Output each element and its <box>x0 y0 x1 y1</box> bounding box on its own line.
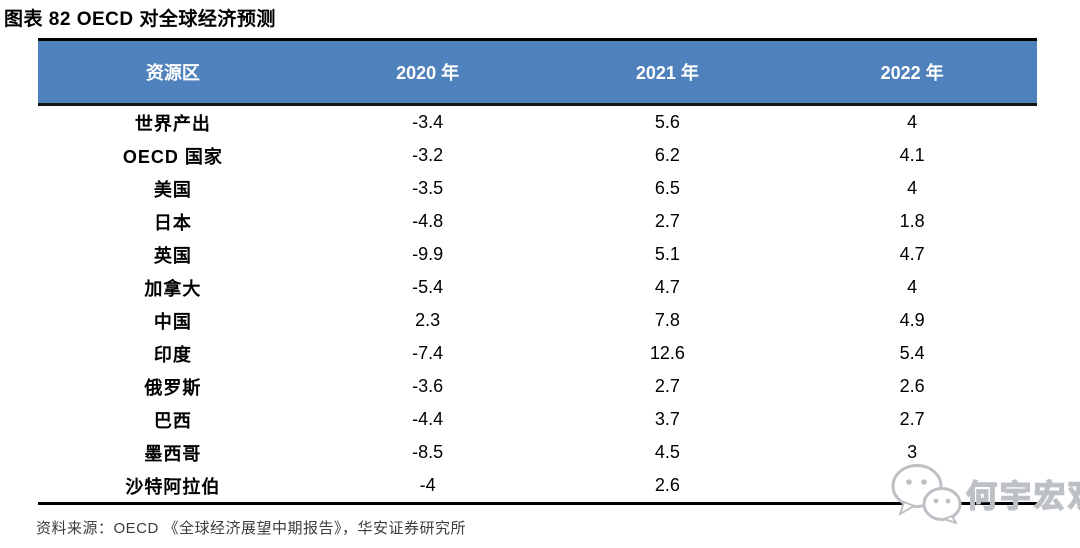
value-cell: 5.4 <box>899 343 925 363</box>
table-row: 墨西哥 -8.5 4.5 3 <box>38 436 1037 469</box>
value-cell: 4.5 <box>654 442 680 462</box>
table-header-row: 资源区 2020 年 2021 年 2022 年 <box>38 38 1037 106</box>
value-cell: -4.4 <box>412 409 444 429</box>
value-cell: 4.9 <box>899 310 925 330</box>
table-row: 世界产出 -3.4 5.6 4 <box>38 106 1037 139</box>
value-cell: -5.4 <box>412 277 444 297</box>
value-cell: 4 <box>907 112 918 132</box>
watermark-text: 何宇宏观 <box>965 478 1080 515</box>
table-body: 世界产出 -3.4 5.6 4 OECD 国家 -3.2 6.2 4.1 美国 -3.5 6.5 4 日… <box>38 106 1037 502</box>
column-header-2020: 2020 年 <box>396 63 460 83</box>
table-row: OECD 国家 -3.2 6.2 4.1 <box>38 139 1037 172</box>
table-row: 日本 -4.8 2.7 1.8 <box>38 205 1037 238</box>
table-row: 沙特阿拉伯-42.63.9 <box>38 469 1037 502</box>
value-cell: 3.7 <box>654 409 680 429</box>
value-cell: -3.6 <box>412 376 444 396</box>
value-cell: 2.6 <box>654 475 680 495</box>
value-cell: 4 <box>907 277 918 297</box>
value-cell: -3.4 <box>412 112 444 132</box>
table-row: 加拿大 -5.4 4.7 4 <box>38 271 1037 304</box>
value-cell: 1.8 <box>899 211 925 231</box>
value-cell: 5.6 <box>654 112 680 132</box>
value-cell: 6.5 <box>654 178 680 198</box>
value-cell: 2.6 <box>899 376 925 396</box>
forecast-table: 资源区 2020 年 2021 年 2022 年 世界产出 -3.4 5.6 4 OEC… <box>38 38 1037 505</box>
value-cell: 7.8 <box>654 310 680 330</box>
value-cell: 12.6 <box>649 343 685 363</box>
table-row: 美国 -3.5 6.5 4 <box>38 172 1037 205</box>
value-cell: 4.7 <box>654 277 680 297</box>
table-row: 英国 -9.9 5.1 4.7 <box>38 238 1037 271</box>
row-label-cell: 加拿大 <box>144 278 202 299</box>
row-label-cell: 日本 <box>153 212 192 233</box>
value-cell: -4.8 <box>412 211 444 231</box>
value-cell: 3 <box>907 442 918 462</box>
value-cell: -8.5 <box>412 442 444 462</box>
value-cell: 2.7 <box>899 409 925 429</box>
value-cell: -7.4 <box>412 343 444 363</box>
value-cell: -4 <box>419 475 436 495</box>
watermark: 何宇宏观 <box>890 462 1080 524</box>
value-cell: -3.5 <box>412 178 444 198</box>
row-label-cell: 英国 <box>153 245 192 266</box>
value-cell: 4.1 <box>899 145 925 165</box>
value-cell: 2.3 <box>415 310 441 330</box>
value-cell: 6.2 <box>654 145 680 165</box>
wechat-icon <box>891 464 962 524</box>
row-label-cell: 美国 <box>153 179 192 200</box>
table-row: 中国 2.3 7.8 4.9 <box>38 304 1037 337</box>
value-cell: 4.7 <box>899 244 925 264</box>
row-label-cell: 世界产出 <box>134 113 211 134</box>
table-row: 俄罗斯 -3.6 2.7 2.6 <box>38 370 1037 403</box>
row-label-cell: 巴西 <box>153 410 192 431</box>
value-cell: -3.2 <box>412 145 444 165</box>
row-label-cell: 沙特阿拉伯 <box>125 476 221 497</box>
value-cell: 5.1 <box>654 244 680 264</box>
value-cell: 2.7 <box>654 211 680 231</box>
value-cell: -9.9 <box>412 244 444 264</box>
row-label-cell: 中国 <box>153 311 192 332</box>
column-header-2021: 2021 年 <box>635 63 699 83</box>
row-label-cell: 俄罗斯 <box>144 377 202 398</box>
figure-title: 图表 82 OECD 对全球经济预测 <box>4 9 276 30</box>
row-label-cell: OECD 国家 <box>122 146 223 167</box>
row-label-cell: 印度 <box>153 344 192 365</box>
column-header-region: 资源区 <box>145 63 200 83</box>
row-label-cell: 墨西哥 <box>144 443 202 464</box>
table-row: 印度 -7.4 12.6 5.4 <box>38 337 1037 370</box>
value-cell: 2.7 <box>654 376 680 396</box>
table-row: 巴西 -4.4 3.7 2.7 <box>38 403 1037 436</box>
column-header-2022: 2022 年 <box>880 63 944 83</box>
source-note: 资料来源：OECD 《全球经济展望中期报告》，华安证券研究所 <box>36 520 467 537</box>
value-cell: 4 <box>907 178 918 198</box>
